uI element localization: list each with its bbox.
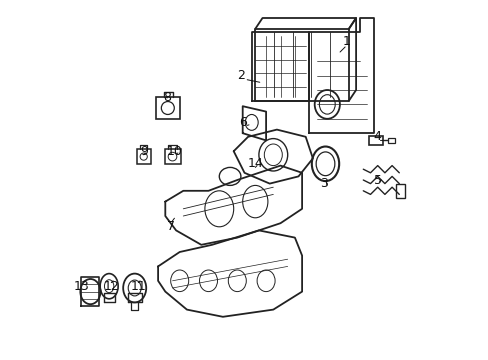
Bar — [164, 149, 181, 164]
Text: 13: 13 — [74, 280, 89, 293]
Bar — [387, 138, 394, 143]
Bar — [395, 184, 404, 198]
Text: 12: 12 — [103, 280, 119, 293]
Text: 1: 1 — [343, 35, 350, 48]
Text: 5: 5 — [373, 174, 381, 186]
Bar — [136, 149, 151, 164]
Text: 3: 3 — [319, 177, 327, 190]
Text: 2: 2 — [237, 69, 244, 82]
Text: 10: 10 — [166, 145, 182, 158]
Text: 4: 4 — [373, 130, 381, 143]
Bar — [368, 136, 382, 145]
Bar — [156, 97, 179, 119]
Text: 7: 7 — [166, 220, 174, 233]
Text: 6: 6 — [238, 116, 246, 129]
Text: 9: 9 — [140, 145, 147, 158]
Text: 8: 8 — [163, 91, 171, 104]
Text: 14: 14 — [247, 157, 263, 170]
Text: 11: 11 — [130, 280, 146, 293]
